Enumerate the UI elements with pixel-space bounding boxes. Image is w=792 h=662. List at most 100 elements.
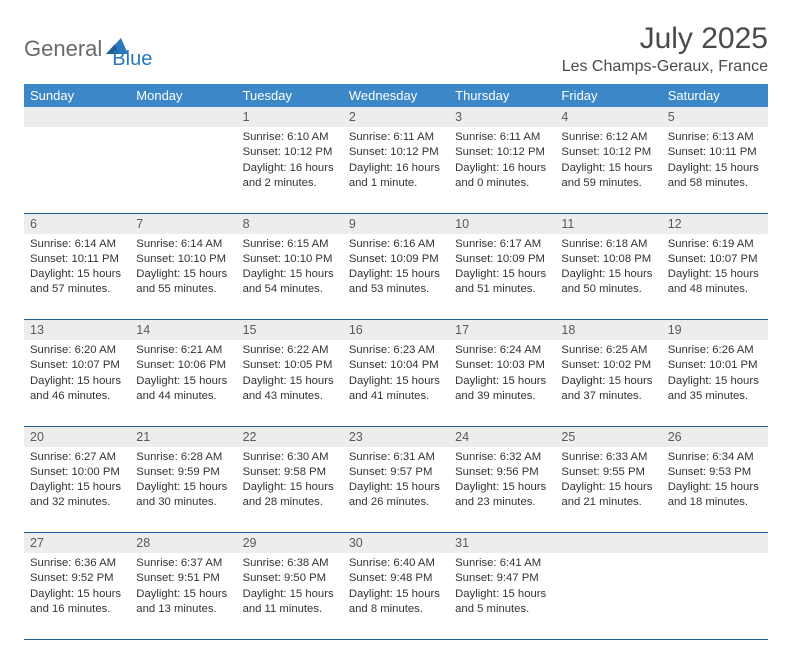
day-header: Saturday bbox=[662, 84, 768, 107]
day-header: Wednesday bbox=[343, 84, 449, 107]
day-cell: Sunrise: 6:37 AMSunset: 9:51 PMDaylight:… bbox=[130, 553, 236, 639]
day-sunset-line: Sunset: 9:53 PM bbox=[668, 465, 762, 480]
day-number-cell bbox=[662, 533, 768, 554]
day-number-row: 20212223242526 bbox=[24, 426, 768, 447]
day-d2-line: and 37 minutes. bbox=[561, 389, 655, 404]
day-cell-body: Sunrise: 6:26 AMSunset: 10:01 PMDaylight… bbox=[662, 340, 768, 410]
day-d2-line: and 41 minutes. bbox=[349, 389, 443, 404]
day-d1-line: Daylight: 15 hours bbox=[243, 587, 337, 602]
logo-word-2: Blue bbox=[112, 48, 152, 71]
day-d2-line: and 39 minutes. bbox=[455, 389, 549, 404]
day-number-row: 13141516171819 bbox=[24, 320, 768, 341]
day-cell-body: Sunrise: 6:23 AMSunset: 10:04 PMDaylight… bbox=[343, 340, 449, 410]
day-sunset-line: Sunset: 9:59 PM bbox=[136, 465, 230, 480]
day-cell-body: Sunrise: 6:15 AMSunset: 10:10 PMDaylight… bbox=[237, 234, 343, 304]
day-d1-line: Daylight: 15 hours bbox=[243, 480, 337, 495]
day-sunrise-line: Sunrise: 6:19 AM bbox=[668, 237, 762, 252]
calendar-page: General Blue July 2025 Les Champs-Geraux… bbox=[0, 0, 792, 662]
day-number-cell: 18 bbox=[555, 320, 661, 341]
day-cell-body: Sunrise: 6:16 AMSunset: 10:09 PMDaylight… bbox=[343, 234, 449, 304]
day-d2-line: and 50 minutes. bbox=[561, 282, 655, 297]
day-d1-line: Daylight: 15 hours bbox=[349, 587, 443, 602]
day-cell: Sunrise: 6:40 AMSunset: 9:48 PMDaylight:… bbox=[343, 553, 449, 639]
day-number-cell: 31 bbox=[449, 533, 555, 554]
day-cell-body: Sunrise: 6:11 AMSunset: 10:12 PMDaylight… bbox=[343, 127, 449, 197]
day-sunrise-line: Sunrise: 6:23 AM bbox=[349, 343, 443, 358]
day-cell-body: Sunrise: 6:40 AMSunset: 9:48 PMDaylight:… bbox=[343, 553, 449, 623]
page-header: General Blue July 2025 Les Champs-Geraux… bbox=[24, 22, 768, 76]
day-d2-line: and 44 minutes. bbox=[136, 389, 230, 404]
day-sunset-line: Sunset: 10:10 PM bbox=[136, 252, 230, 267]
day-cell: Sunrise: 6:30 AMSunset: 9:58 PMDaylight:… bbox=[237, 447, 343, 533]
day-sunrise-line: Sunrise: 6:16 AM bbox=[349, 237, 443, 252]
day-cell bbox=[555, 553, 661, 639]
day-sunrise-line: Sunrise: 6:11 AM bbox=[349, 130, 443, 145]
day-d2-line: and 23 minutes. bbox=[455, 495, 549, 510]
day-d2-line: and 30 minutes. bbox=[136, 495, 230, 510]
day-number-row: 12345 bbox=[24, 107, 768, 127]
day-cell: Sunrise: 6:14 AMSunset: 10:10 PMDaylight… bbox=[130, 234, 236, 320]
day-d1-line: Daylight: 15 hours bbox=[561, 267, 655, 282]
day-d2-line: and 32 minutes. bbox=[30, 495, 124, 510]
day-cell: Sunrise: 6:32 AMSunset: 9:56 PMDaylight:… bbox=[449, 447, 555, 533]
day-cell: Sunrise: 6:10 AMSunset: 10:12 PMDaylight… bbox=[237, 127, 343, 213]
day-d2-line: and 8 minutes. bbox=[349, 602, 443, 617]
day-cell-body: Sunrise: 6:18 AMSunset: 10:08 PMDaylight… bbox=[555, 234, 661, 304]
day-sunset-line: Sunset: 10:08 PM bbox=[561, 252, 655, 267]
day-cell-body: Sunrise: 6:10 AMSunset: 10:12 PMDaylight… bbox=[237, 127, 343, 197]
day-d2-line: and 57 minutes. bbox=[30, 282, 124, 297]
day-d1-line: Daylight: 16 hours bbox=[455, 161, 549, 176]
day-sunset-line: Sunset: 10:10 PM bbox=[243, 252, 337, 267]
day-number-cell: 29 bbox=[237, 533, 343, 554]
day-d1-line: Daylight: 15 hours bbox=[561, 480, 655, 495]
day-d1-line: Daylight: 15 hours bbox=[30, 480, 124, 495]
day-d1-line: Daylight: 15 hours bbox=[30, 267, 124, 282]
day-d2-line: and 46 minutes. bbox=[30, 389, 124, 404]
day-sunrise-line: Sunrise: 6:20 AM bbox=[30, 343, 124, 358]
day-sunrise-line: Sunrise: 6:36 AM bbox=[30, 556, 124, 571]
day-sunrise-line: Sunrise: 6:40 AM bbox=[349, 556, 443, 571]
day-cell: Sunrise: 6:38 AMSunset: 9:50 PMDaylight:… bbox=[237, 553, 343, 639]
day-sunset-line: Sunset: 9:48 PM bbox=[349, 571, 443, 586]
day-cell-body: Sunrise: 6:14 AMSunset: 10:10 PMDaylight… bbox=[130, 234, 236, 304]
day-sunset-line: Sunset: 9:47 PM bbox=[455, 571, 549, 586]
day-d2-line: and 35 minutes. bbox=[668, 389, 762, 404]
day-sunrise-line: Sunrise: 6:14 AM bbox=[136, 237, 230, 252]
day-cell: Sunrise: 6:17 AMSunset: 10:09 PMDaylight… bbox=[449, 234, 555, 320]
day-sunset-line: Sunset: 10:03 PM bbox=[455, 358, 549, 373]
day-d1-line: Daylight: 15 hours bbox=[668, 480, 762, 495]
day-d1-line: Daylight: 15 hours bbox=[349, 267, 443, 282]
day-cell: Sunrise: 6:41 AMSunset: 9:47 PMDaylight:… bbox=[449, 553, 555, 639]
day-sunrise-line: Sunrise: 6:32 AM bbox=[455, 450, 549, 465]
day-d1-line: Daylight: 15 hours bbox=[136, 480, 230, 495]
day-d1-line: Daylight: 15 hours bbox=[136, 587, 230, 602]
day-d2-line: and 13 minutes. bbox=[136, 602, 230, 617]
day-cell: Sunrise: 6:20 AMSunset: 10:07 PMDaylight… bbox=[24, 340, 130, 426]
day-cell: Sunrise: 6:11 AMSunset: 10:12 PMDaylight… bbox=[449, 127, 555, 213]
day-cell-body: Sunrise: 6:33 AMSunset: 9:55 PMDaylight:… bbox=[555, 447, 661, 517]
day-d2-line: and 51 minutes. bbox=[455, 282, 549, 297]
day-d1-line: Daylight: 16 hours bbox=[349, 161, 443, 176]
day-cell-body: Sunrise: 6:37 AMSunset: 9:51 PMDaylight:… bbox=[130, 553, 236, 623]
day-sunset-line: Sunset: 9:50 PM bbox=[243, 571, 337, 586]
day-d2-line: and 11 minutes. bbox=[243, 602, 337, 617]
day-number-cell: 13 bbox=[24, 320, 130, 341]
day-sunset-line: Sunset: 9:57 PM bbox=[349, 465, 443, 480]
week-row: Sunrise: 6:27 AMSunset: 10:00 PMDaylight… bbox=[24, 447, 768, 533]
day-sunset-line: Sunset: 10:12 PM bbox=[455, 145, 549, 160]
day-d1-line: Daylight: 15 hours bbox=[455, 480, 549, 495]
day-cell-body: Sunrise: 6:41 AMSunset: 9:47 PMDaylight:… bbox=[449, 553, 555, 623]
day-cell: Sunrise: 6:21 AMSunset: 10:06 PMDaylight… bbox=[130, 340, 236, 426]
day-sunset-line: Sunset: 10:09 PM bbox=[349, 252, 443, 267]
day-number-cell: 20 bbox=[24, 426, 130, 447]
day-d2-line: and 55 minutes. bbox=[136, 282, 230, 297]
day-sunrise-line: Sunrise: 6:15 AM bbox=[243, 237, 337, 252]
day-sunset-line: Sunset: 9:55 PM bbox=[561, 465, 655, 480]
day-d2-line: and 5 minutes. bbox=[455, 602, 549, 617]
day-cell: Sunrise: 6:31 AMSunset: 9:57 PMDaylight:… bbox=[343, 447, 449, 533]
day-sunrise-line: Sunrise: 6:30 AM bbox=[243, 450, 337, 465]
day-sunrise-line: Sunrise: 6:34 AM bbox=[668, 450, 762, 465]
day-cell: Sunrise: 6:22 AMSunset: 10:05 PMDaylight… bbox=[237, 340, 343, 426]
day-cell-body: Sunrise: 6:12 AMSunset: 10:12 PMDaylight… bbox=[555, 127, 661, 197]
day-number-cell: 27 bbox=[24, 533, 130, 554]
